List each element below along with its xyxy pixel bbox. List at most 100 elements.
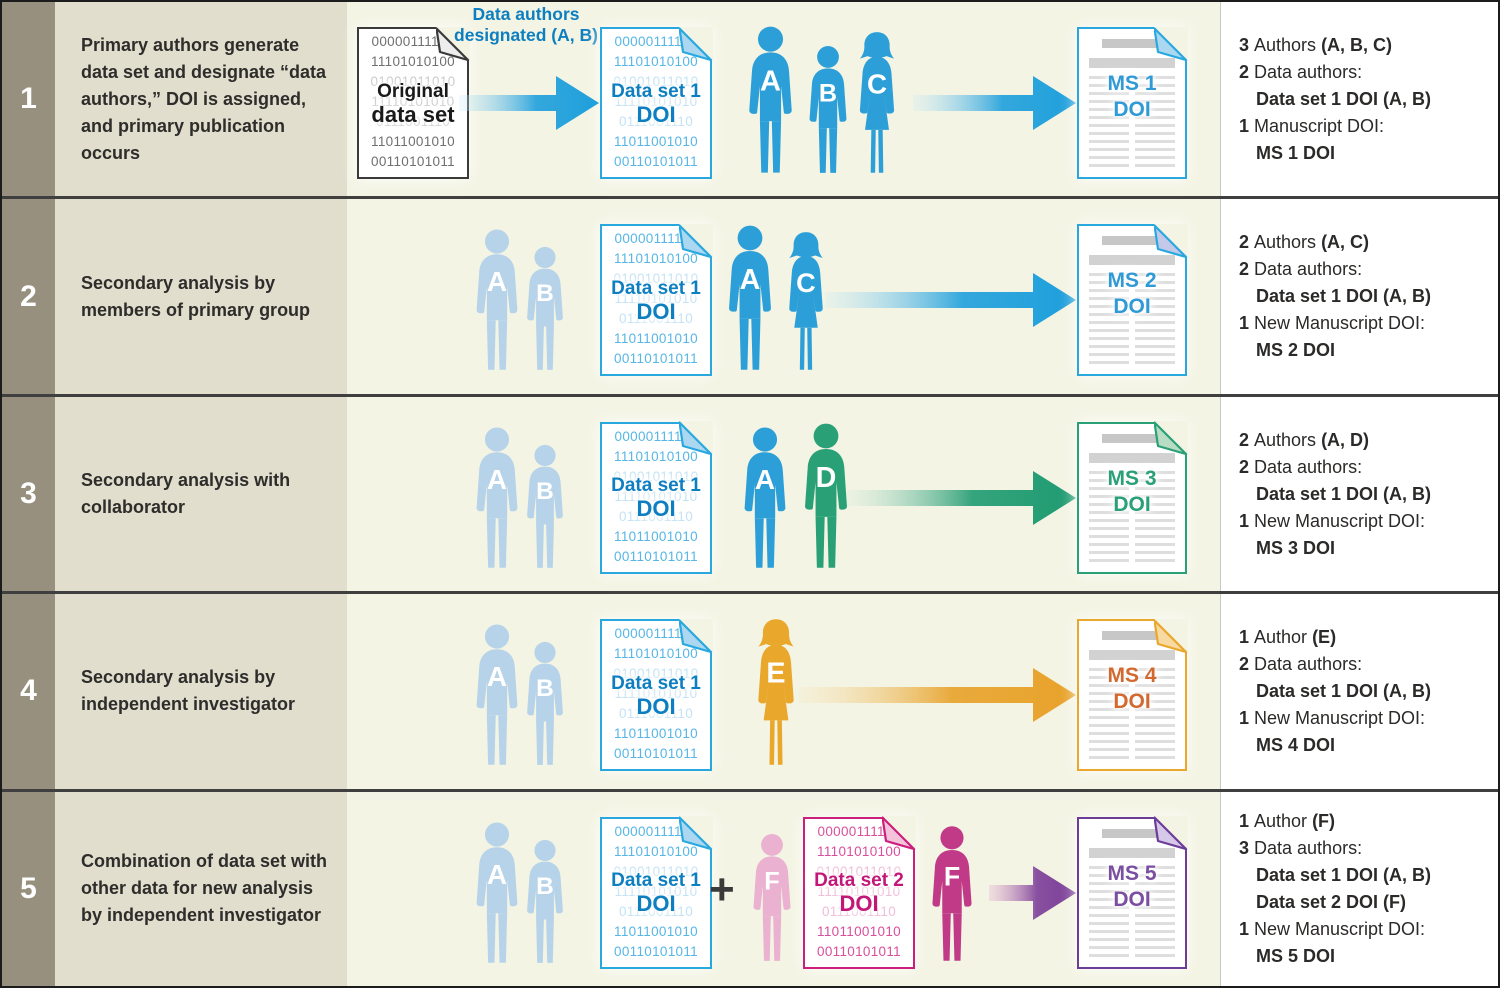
panel-line: Data set 1 DOI (A, B) <box>1256 864 1432 885</box>
manuscript-doc: MS 2 DOI <box>1077 223 1188 377</box>
binary-line: 11110101010 <box>614 686 698 702</box>
manuscript-doc-label: MS 2 DOI <box>1107 269 1157 319</box>
binary-line: 01001011010 <box>816 863 902 879</box>
row-summary-panel: 3 Authors (A, B, C) 2 Data authors: Data s… <box>1220 2 1498 197</box>
row-diagram: 00000111100 11101010100 01001011010 1111010… <box>347 2 1220 197</box>
doc-text-bar <box>1088 847 1176 858</box>
svg-text:C: C <box>796 267 816 298</box>
person-A-silhouette: A <box>749 26 792 173</box>
row-description: Primary authors generate data set and de… <box>55 2 347 197</box>
dataset-doc-label: Data set 1 DOI <box>611 870 701 917</box>
panel-line: 2 Data authors: <box>1239 61 1363 82</box>
binary-text: 00000111100 11101010100 01001011010 1111010… <box>602 427 710 567</box>
flow-arrow <box>825 273 1076 328</box>
svg-text:A: A <box>487 661 507 692</box>
binary-line: 11110101010 <box>614 94 698 109</box>
svg-text:B: B <box>536 675 554 702</box>
person-F-silhouette: F <box>932 825 972 961</box>
binary-line: 00110101011 <box>614 351 698 367</box>
page-fold-icon <box>881 816 916 851</box>
binary-line: 01001011010 <box>613 271 699 287</box>
row-diagram: 00000111100 11101010100 01001011010 1111010… <box>347 199 1220 394</box>
manuscript-doc-label: MS 5 DOI <box>1107 861 1157 911</box>
dataset-doc-label: Data set 1 DOI <box>611 475 701 522</box>
manuscript-doc-label: MS 1 DOI <box>1107 72 1157 121</box>
binary-line: 0111001110 <box>821 903 897 919</box>
panel-line: 3 Data authors: <box>1239 837 1363 858</box>
svg-text:E: E <box>766 658 785 690</box>
binary-line: 11011001010 <box>614 331 698 347</box>
binary-line: 00110101011 <box>614 943 698 959</box>
binary-line: 00110101011 <box>614 154 698 169</box>
row-number: 2 <box>2 199 55 394</box>
row-summary-panel: 2 Authors (A, D) 2 Data authors: Data set … <box>1220 396 1498 592</box>
dataset-doc-label: Data set 1 DOI <box>611 277 701 324</box>
binary-line: 11110101010 <box>817 883 901 899</box>
dataset-doc: 00000111100 11101010100 01001011010 1111010… <box>600 421 713 574</box>
panel-line: 1 New Manuscript DOI: <box>1239 918 1426 939</box>
binary-line: 11011001010 <box>614 923 698 939</box>
binary-line: 0111001110 <box>618 706 694 722</box>
panel-line: Data set 1 DOI (A, B) <box>1256 286 1432 307</box>
binary-text: 00000111100 11101010100 01001011010 1111010… <box>602 624 710 764</box>
page-fold-icon <box>1153 816 1188 851</box>
row-summary-panel: 1 Author (E) 2 Data authors: Data set 1 DO… <box>1220 594 1498 789</box>
binary-line: 11101010100 <box>614 251 698 267</box>
binary-line: 01001011010 <box>613 666 699 682</box>
manuscript-doc: MS 1 DOI <box>1077 26 1188 179</box>
page-fold-icon <box>1153 421 1188 456</box>
binary-line: 11110101010 <box>614 488 698 504</box>
row-number: 1 <box>2 2 55 197</box>
doc-title-bar <box>1102 631 1158 641</box>
person-A-silhouette: A <box>476 427 518 568</box>
binary-line: 00000111100 <box>614 34 698 49</box>
panel-line: 2 Authors (A, C) <box>1239 232 1370 253</box>
svg-text:B: B <box>536 280 554 307</box>
workflow-row-1: 1 Primary authors generate data set and … <box>2 2 1498 197</box>
svg-text:A: A <box>760 66 781 98</box>
data-authors-annotation: Data authors designated (A, B) <box>454 4 598 45</box>
binary-line: 00000111100 <box>614 626 698 642</box>
panel-line: MS 1 DOI <box>1256 142 1336 163</box>
doc-text-bar <box>1088 255 1176 266</box>
binary-line: 11101010100 <box>817 843 901 859</box>
row-description: Secondary analysis by members of primary… <box>55 199 347 394</box>
doc-title-bar <box>1102 433 1158 443</box>
svg-text:A: A <box>487 266 507 297</box>
svg-text:C: C <box>867 68 887 99</box>
binary-line: 11101010100 <box>371 54 455 69</box>
flow-arrow <box>989 865 1076 920</box>
doc-text-bar <box>1088 650 1176 661</box>
binary-line: 00110101011 <box>817 943 901 959</box>
binary-line: 11011001010 <box>817 923 901 939</box>
page-fold-icon <box>678 421 713 456</box>
panel-line: 1 Author (F) <box>1239 810 1336 831</box>
panel-line: MS 4 DOI <box>1256 734 1336 755</box>
person-A-silhouette: A <box>476 822 518 963</box>
original-dataset-doc: 00000111100 11101010100 01001011010 1111010… <box>357 26 470 179</box>
doc-title-bar <box>1102 39 1158 48</box>
panel-line: 1 Author (E) <box>1239 626 1337 647</box>
binary-line: 11011001010 <box>614 726 698 742</box>
panel-line: Data set 1 DOI (A, B) <box>1256 483 1432 504</box>
person-A-silhouette: A <box>744 427 786 568</box>
binary-line: 11101010100 <box>614 646 698 662</box>
row-summary-panel: 2 Authors (A, C) 2 Data authors: Data set … <box>1220 199 1498 394</box>
panel-line: 2 Data authors: <box>1239 653 1363 674</box>
svg-text:B: B <box>819 80 837 108</box>
binary-line: 00000111100 <box>817 823 901 839</box>
manuscript-doc-label: MS 4 DOI <box>1107 664 1157 714</box>
binary-line: 11110101010 <box>371 94 455 109</box>
person-C-silhouette: C <box>859 32 895 173</box>
panel-line: Data set 1 DOI (A, B) <box>1256 88 1432 109</box>
binary-line: 00000111100 <box>371 34 455 49</box>
plus-sign: + <box>709 864 735 914</box>
binary-line: 0111001110 <box>375 114 451 129</box>
binary-line: 00110101011 <box>614 746 698 762</box>
row-number: 3 <box>2 396 55 592</box>
binary-line: 11011001010 <box>614 134 698 149</box>
binary-text: 00000111100 11101010100 01001011010 1111010… <box>602 822 710 962</box>
doc-text-lines <box>1088 668 1176 760</box>
binary-line: 00000111100 <box>614 428 698 444</box>
panel-line: 1 New Manuscript DOI: <box>1239 510 1426 531</box>
